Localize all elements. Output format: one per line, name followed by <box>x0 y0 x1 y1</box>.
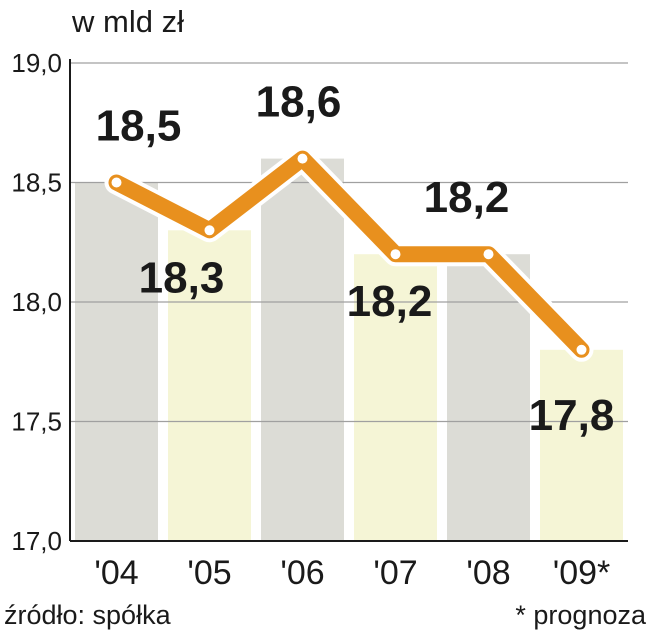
x-tick-label: '06 <box>280 554 324 592</box>
bar-2 <box>261 158 344 541</box>
x-tick-label: '09* <box>553 554 611 592</box>
data-point-5 <box>574 342 589 357</box>
data-label-3: 18,2 <box>347 277 433 326</box>
data-labels-group: 18,5 18,3 18,6 18,2 18,2 17,8 <box>96 78 615 440</box>
line-group <box>104 146 594 362</box>
source-label: źródło: spółka <box>4 600 171 630</box>
data-label-4: 18,2 <box>424 173 510 222</box>
data-point-3 <box>388 247 403 262</box>
axis-group <box>69 59 628 542</box>
data-point-2 <box>295 151 310 166</box>
bar-0 <box>75 182 158 541</box>
data-point-0 <box>109 175 124 190</box>
x-tick-label: '07 <box>373 554 417 592</box>
bar-5 <box>540 349 623 541</box>
y-tick-label: 17,5 <box>11 407 62 437</box>
data-label-0: 18,5 <box>96 102 182 151</box>
y-tick-label: 17,0 <box>11 526 62 556</box>
y-tick-label: 19,0 <box>11 48 62 78</box>
data-label-5: 17,8 <box>529 391 615 440</box>
unit-label: w mld zł <box>72 4 184 39</box>
y-tick-label: 18,0 <box>11 287 62 317</box>
bar-1 <box>168 230 251 542</box>
x-tick-label: '05 <box>187 554 231 592</box>
y-ticks-group: 17,0 17,5 18,0 18,5 19,0 <box>11 48 62 556</box>
data-label-2: 18,6 <box>256 78 342 127</box>
x-tick-label: '08 <box>466 554 510 592</box>
x-tick-label: '04 <box>94 554 138 592</box>
note-label: * prognoza <box>515 600 646 630</box>
y-tick-label: 18,5 <box>11 168 62 198</box>
bars-group <box>75 158 623 542</box>
data-point-4 <box>481 247 496 262</box>
x-ticks-group: '04 '05 '06 '07 '08 '09* <box>94 554 610 592</box>
series-line <box>108 150 590 358</box>
data-label-1: 18,3 <box>139 253 225 302</box>
data-point-1 <box>202 223 217 238</box>
